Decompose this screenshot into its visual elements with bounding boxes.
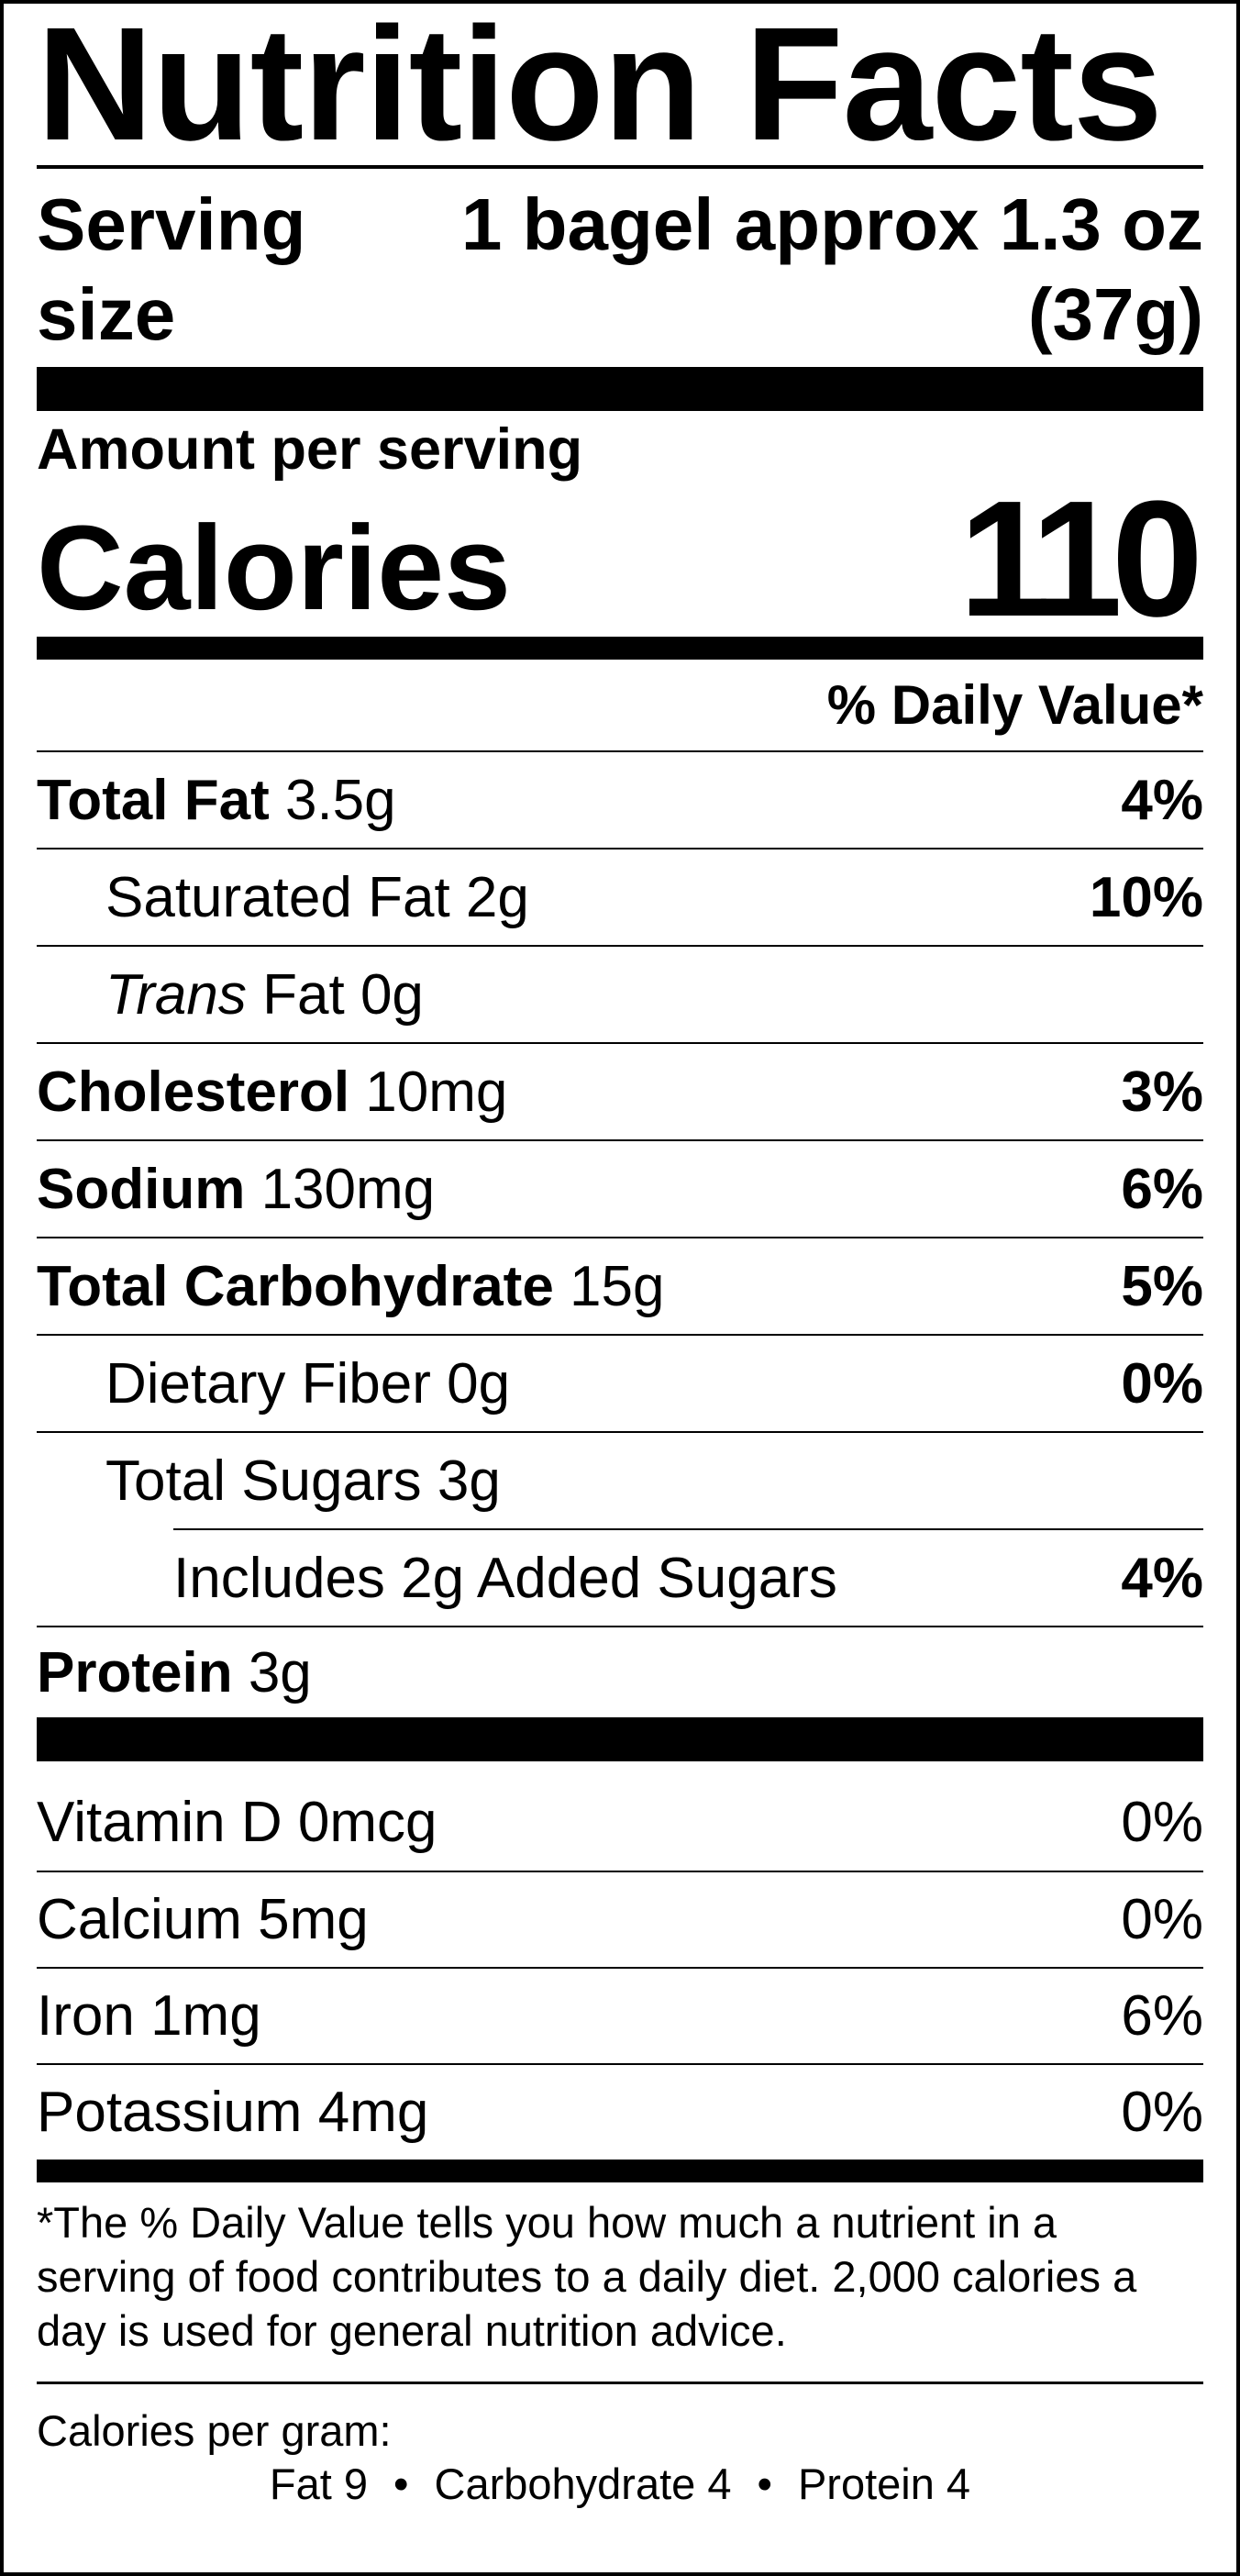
nutrient-name: Protein xyxy=(37,1640,233,1704)
amount-label: Amount per serving xyxy=(37,417,583,482)
nutrient-name: Total Sugars xyxy=(105,1449,422,1513)
vitamin-name: Vitamin D xyxy=(37,1791,282,1854)
nutrient-name: Fat xyxy=(262,962,345,1027)
nutrient-prefix: Trans xyxy=(105,962,247,1027)
vitamin-amount: 5mg xyxy=(258,1888,369,1951)
nutrient-row: Sodium 130mg 6% xyxy=(37,1139,1203,1237)
footnote: *The % Daily Value tells you how much a … xyxy=(37,2182,1203,2384)
nutrient-amount: 10mg xyxy=(365,1060,508,1124)
nutrient-row: Protein 3g xyxy=(37,1626,1203,1717)
nutrient-dv: 4% xyxy=(1121,768,1203,832)
nutrient-amount: 0g xyxy=(447,1351,511,1416)
nutrient-name: Total Fat xyxy=(37,768,270,832)
nutrient-name: Sodium xyxy=(37,1157,246,1221)
cpg-items: Fat 9 • Carbohydrate 4 • Protein 4 xyxy=(37,2458,1203,2511)
divider xyxy=(37,367,1203,411)
vitamin-dv: 0% xyxy=(1121,2081,1203,2144)
nutrient-row: Trans Fat 0g xyxy=(37,945,1203,1042)
vitamin-name: Potassium xyxy=(37,2081,303,2144)
nutrient-amount: 3.5g xyxy=(284,768,396,832)
vitamin-name: Calcium xyxy=(37,1888,242,1951)
cpg-item: Carbohydrate 4 xyxy=(434,2459,732,2508)
nutrient-amount: 3g xyxy=(437,1449,501,1513)
vitamin-row: Iron 1mg 6% xyxy=(37,1967,1203,2063)
nutrient-amount: 15g xyxy=(570,1254,665,1318)
nutrient-name: Cholesterol xyxy=(37,1060,350,1124)
calories-per-gram: Calories per gram: Fat 9 • Carbohydrate 4 •… xyxy=(37,2384,1203,2511)
daily-value-header: % Daily Value* xyxy=(826,674,1203,736)
nutrient-row: Includes 2g Added Sugars 4% xyxy=(173,1528,1203,1626)
bullet: • xyxy=(757,2459,772,2508)
nutrient-dv: 5% xyxy=(1121,1254,1203,1318)
divider xyxy=(37,1717,1203,1761)
vitamin-amount: 1mg xyxy=(150,1984,261,2048)
nutrient-amount: 0g xyxy=(360,962,424,1027)
nutrient-amount: 2g xyxy=(465,865,529,929)
calories-value: 110 xyxy=(958,467,1203,651)
vitamin-amount: 0mcg xyxy=(297,1791,437,1854)
nutrient-name: Saturated Fat xyxy=(105,865,450,929)
nutrient-dv: 10% xyxy=(1089,865,1203,929)
nutrient-amount: 3g xyxy=(248,1640,312,1704)
serving-size: Serving size 1 bagel approx 1.3 oz (37g) xyxy=(37,169,1203,367)
vitamin-dv: 0% xyxy=(1121,1888,1203,1951)
cpg-item: Protein 4 xyxy=(797,2459,971,2508)
nutrient-dv: 6% xyxy=(1121,1157,1203,1221)
nutrient-row: Saturated Fat 2g 10% xyxy=(37,848,1203,945)
vitamin-dv: 6% xyxy=(1121,1984,1203,2048)
serving-value: 1 bagel approx 1.3 oz (37g) xyxy=(460,183,1203,355)
vitamin-amount: 4mg xyxy=(317,2081,429,2144)
nutrient-row: Total Fat 3.5g 4% xyxy=(37,750,1203,848)
nutrient-name: Includes 2g Added Sugars xyxy=(173,1546,837,1610)
nutrient-row: Cholesterol 10mg 3% xyxy=(37,1042,1203,1139)
nutrient-name: Total Carbohydrate xyxy=(37,1254,554,1318)
calories: Calories 110 xyxy=(37,467,1203,651)
serving-label: Serving size xyxy=(37,183,306,355)
vitamin-row: Potassium 4mg 0% xyxy=(37,2063,1203,2160)
nutrient-amount: 130mg xyxy=(260,1157,436,1221)
bullet: • xyxy=(393,2459,409,2508)
vitamin-row: Calcium 5mg 0% xyxy=(37,1871,1203,1967)
nutrient-dv: 0% xyxy=(1121,1351,1203,1416)
vitamins: Vitamin D 0mcg 0% Calcium 5mg 0% Iron 1mg 6… xyxy=(37,1761,1203,2160)
cpg-item: Fat 9 xyxy=(269,2459,369,2508)
calories-label: Calories xyxy=(37,500,511,635)
nutrient-row: Total Sugars 3g xyxy=(37,1431,1203,1528)
nutrient-dv: 3% xyxy=(1121,1060,1203,1124)
vitamin-row: Vitamin D 0mcg 0% xyxy=(37,1774,1203,1871)
divider xyxy=(37,637,1203,660)
vitamin-dv: 0% xyxy=(1121,1791,1203,1854)
nutrient-name: Dietary Fiber xyxy=(105,1351,431,1416)
vitamin-name: Iron xyxy=(37,1984,135,2048)
nutrient-row: Total Carbohydrate 15g 5% xyxy=(37,1237,1203,1334)
nutrient-dv: 4% xyxy=(1121,1546,1203,1610)
cpg-label: Calories per gram: xyxy=(37,2406,392,2455)
divider xyxy=(37,2160,1203,2182)
title: Nutrition Facts xyxy=(37,4,1203,169)
nutrient-row: Dietary Fiber 0g 0% xyxy=(37,1334,1203,1431)
